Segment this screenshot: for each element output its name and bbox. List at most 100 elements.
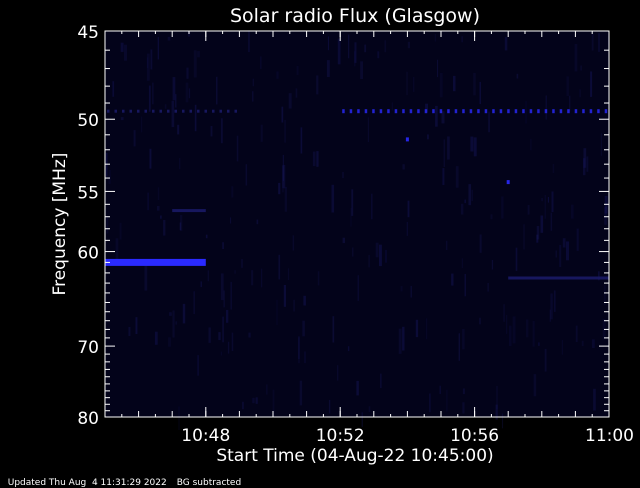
- noise-streak: [600, 133, 602, 156]
- noise-streak: [455, 166, 459, 188]
- noise-streak: [555, 250, 557, 258]
- noise-streak: [120, 42, 124, 52]
- noise-streak: [598, 33, 600, 52]
- noise-streak: [402, 164, 405, 170]
- noise-streak: [360, 61, 363, 79]
- noise-streak: [194, 104, 197, 132]
- noise-streak: [566, 76, 569, 97]
- emission-band-segment: [394, 109, 398, 114]
- noise-streak: [252, 91, 254, 102]
- emission-band-segment: [144, 109, 147, 113]
- noise-streak: [208, 327, 211, 343]
- noise-streak: [406, 221, 408, 236]
- noise-streak: [316, 75, 319, 95]
- noise-streak: [197, 355, 199, 376]
- noise-streak: [210, 126, 213, 137]
- noise-streak: [282, 166, 284, 193]
- noise-streak: [586, 156, 589, 172]
- noise-streak: [479, 234, 482, 253]
- noise-streak: [479, 81, 481, 105]
- noise-streak: [186, 67, 189, 79]
- noise-streak: [304, 351, 306, 364]
- emission-band-segment: [182, 109, 185, 113]
- emission-band-segment: [529, 109, 533, 114]
- noise-streak: [163, 220, 166, 236]
- noise-streak: [427, 134, 429, 140]
- noise-streak: [357, 275, 359, 301]
- noise-streak: [544, 195, 546, 219]
- noise-streak: [193, 50, 197, 78]
- emission-band-segment: [357, 109, 360, 114]
- noise-streak: [549, 309, 551, 322]
- noise-streak: [256, 219, 259, 225]
- noise-streak: [342, 172, 344, 179]
- noise-streak: [119, 222, 122, 240]
- noise-streak: [406, 71, 408, 96]
- emission-band-segment: [574, 109, 578, 114]
- y-tick-label: 80: [77, 409, 99, 429]
- noise-streak: [216, 76, 218, 105]
- noise-streak: [593, 388, 596, 411]
- noise-streak: [429, 393, 431, 413]
- x-tick-label: 11:00: [585, 426, 634, 446]
- noise-streak: [220, 273, 224, 301]
- emission-band-segment: [447, 109, 450, 114]
- noise-streak: [218, 332, 221, 341]
- noise-streak: [108, 169, 111, 184]
- noise-streak: [561, 340, 563, 355]
- noise-streak: [580, 65, 582, 71]
- noise-streak: [523, 224, 525, 250]
- noise-streak: [453, 75, 456, 92]
- noise-streak: [283, 285, 286, 307]
- emission-band-segment: [364, 109, 368, 114]
- emission-band-segment: [469, 109, 473, 114]
- y-tick-label: 60: [77, 244, 99, 264]
- noise-streak: [144, 263, 148, 291]
- noise-streak: [276, 71, 279, 79]
- noise-streak: [490, 214, 493, 220]
- noise-streak: [326, 60, 330, 77]
- noise-streak: [230, 281, 232, 310]
- noise-streak: [368, 254, 370, 268]
- noise-streak: [470, 136, 474, 152]
- noise-streak: [284, 186, 287, 212]
- emission-band-segment: [349, 109, 353, 114]
- noise-streak: [230, 217, 232, 224]
- noise-streak: [410, 285, 412, 298]
- noise-streak: [172, 77, 176, 101]
- emission-band-segment: [499, 109, 503, 114]
- noise-streak: [375, 242, 379, 258]
- noise-streak: [354, 51, 356, 67]
- noise-streak: [425, 103, 428, 113]
- emission-band-segment: [197, 109, 200, 113]
- noise-streak: [435, 105, 438, 127]
- noise-streak: [398, 328, 402, 354]
- noise-streak: [527, 205, 530, 215]
- noise-streak: [501, 196, 504, 219]
- emission-spots: [405, 137, 510, 185]
- noise-streak: [282, 154, 284, 181]
- noise-streak: [533, 374, 537, 397]
- noise-streak: [571, 204, 574, 219]
- noise-streak: [496, 385, 498, 409]
- noise-streak: [351, 189, 354, 216]
- noise-streak: [197, 51, 200, 58]
- noise-streak: [562, 238, 566, 248]
- noise-streak: [551, 191, 554, 213]
- noise-streak: [260, 56, 262, 69]
- noise-streak: [222, 316, 224, 343]
- noise-streak: [157, 206, 160, 211]
- noise-streak: [220, 351, 223, 356]
- noise-streak: [503, 304, 505, 322]
- noise-streak: [171, 100, 175, 128]
- noise-streak: [488, 111, 490, 133]
- noise-streak: [149, 148, 152, 169]
- noise-streak: [506, 314, 508, 334]
- noise-streak: [317, 271, 320, 286]
- y-tick-label: 55: [77, 183, 99, 203]
- noise-streak: [164, 104, 167, 109]
- noise-streak: [544, 348, 547, 372]
- noise-streak: [350, 208, 352, 227]
- noise-streak: [248, 332, 251, 338]
